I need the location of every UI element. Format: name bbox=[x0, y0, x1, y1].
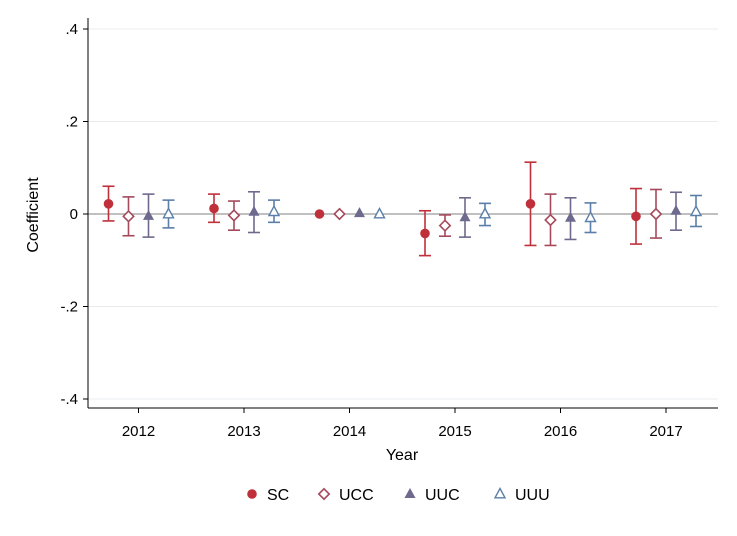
point-sc bbox=[103, 199, 114, 209]
y-tick-label: .2 bbox=[65, 114, 78, 131]
x-tick-label: 2014 bbox=[333, 423, 366, 440]
point-sc bbox=[631, 211, 641, 222]
point-uuu bbox=[373, 207, 386, 219]
point-uuc bbox=[354, 207, 365, 218]
legend-label-sc: SC bbox=[267, 487, 289, 504]
gridlines bbox=[88, 28, 718, 400]
legend-marker-uuu bbox=[493, 487, 507, 499]
legend-marker-ucc bbox=[317, 487, 331, 501]
point-uuu bbox=[478, 207, 492, 219]
x-tick-label: 2012 bbox=[122, 423, 155, 440]
y-tick-label: -.2 bbox=[60, 299, 78, 316]
legend-marker-sc bbox=[247, 489, 257, 499]
point-uuc bbox=[459, 211, 471, 222]
legend-item-uuu: UUU bbox=[493, 487, 550, 504]
legend-label-uuc: UUC bbox=[425, 487, 460, 504]
x-tick-label: 2015 bbox=[438, 423, 471, 440]
point-uuu bbox=[584, 210, 597, 223]
y-tick-label: .4 bbox=[65, 21, 78, 38]
point-uuu bbox=[689, 204, 703, 217]
legend-label-ucc: UCC bbox=[339, 487, 374, 504]
point-uuu bbox=[162, 207, 175, 219]
legend-item-ucc: UCC bbox=[317, 487, 374, 504]
point-uuc bbox=[143, 209, 154, 220]
point-sc bbox=[314, 209, 325, 219]
legend-item-uuc: UUC bbox=[404, 487, 460, 504]
legend-label-uuu: UUU bbox=[515, 487, 550, 504]
point-sc bbox=[209, 203, 219, 214]
point-uuc bbox=[670, 204, 682, 215]
x-tick-label: 2013 bbox=[227, 423, 260, 440]
x-tick-label: 2017 bbox=[649, 423, 682, 440]
point-ucc bbox=[333, 207, 346, 221]
point-ucc bbox=[122, 209, 135, 223]
point-uuc bbox=[248, 205, 260, 216]
point-sc bbox=[420, 228, 430, 239]
y-axis-title: Coefficient bbox=[25, 177, 42, 253]
legend-marker-uuc bbox=[404, 488, 416, 498]
x-tick-label: 2016 bbox=[544, 423, 577, 440]
point-sc bbox=[525, 199, 536, 209]
x-ticks: 2012 2013 2014 2015 2016 2017 bbox=[122, 408, 683, 440]
y-tick-label: -.4 bbox=[60, 391, 78, 408]
legend: SC UCC UUC UUU bbox=[247, 487, 550, 504]
point-ucc bbox=[649, 207, 663, 221]
point-ucc bbox=[227, 209, 241, 222]
y-ticks: -.4 -.2 0 .2 .4 bbox=[60, 21, 88, 408]
y-tick-label: 0 bbox=[70, 206, 78, 223]
point-ucc bbox=[544, 213, 557, 227]
legend-item-sc: SC bbox=[247, 487, 289, 504]
x-axis-title: Year bbox=[386, 447, 419, 464]
point-ucc bbox=[438, 219, 452, 232]
data-marks bbox=[102, 161, 703, 257]
point-uuc bbox=[565, 211, 576, 222]
axes bbox=[87, 18, 718, 409]
point-uuu bbox=[267, 204, 281, 217]
